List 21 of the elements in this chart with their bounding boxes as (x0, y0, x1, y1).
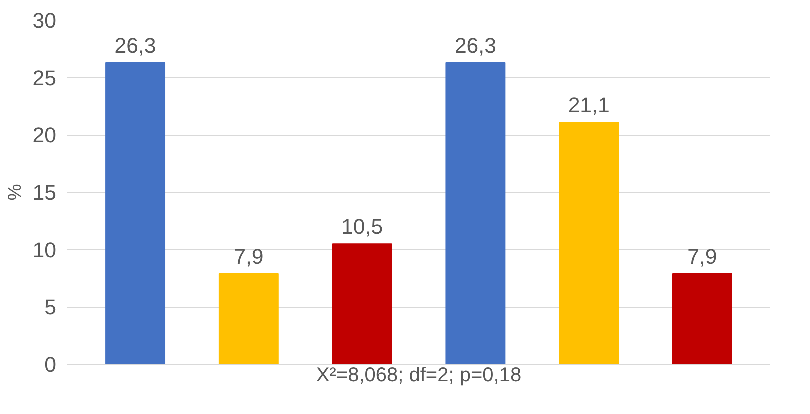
y-tick-label: 20 (32, 124, 57, 148)
y-tick-label: 5 (44, 296, 57, 320)
y-tick-label: 30 (32, 9, 57, 33)
data-label: 26,3 (454, 34, 496, 58)
data-label: 7,9 (234, 244, 264, 269)
data-label: 7,9 (688, 244, 718, 269)
y-tick-label: 10 (32, 238, 57, 262)
y-tick-label: 25 (32, 66, 57, 90)
bar (218, 273, 279, 364)
bar (559, 122, 620, 364)
y-axis-title: % (4, 184, 25, 201)
bar (332, 244, 392, 364)
bar (446, 62, 506, 364)
data-label: 21,1 (568, 94, 610, 118)
x-axis-title: X²=8,068; df=2; p=0,18 (316, 364, 522, 386)
y-tick-label: 15 (32, 181, 57, 205)
y-tick-label: 0 (44, 353, 57, 377)
bar (106, 62, 166, 364)
bar (672, 273, 732, 364)
data-label: 10,5 (342, 215, 384, 240)
data-label: 26,3 (114, 34, 156, 58)
